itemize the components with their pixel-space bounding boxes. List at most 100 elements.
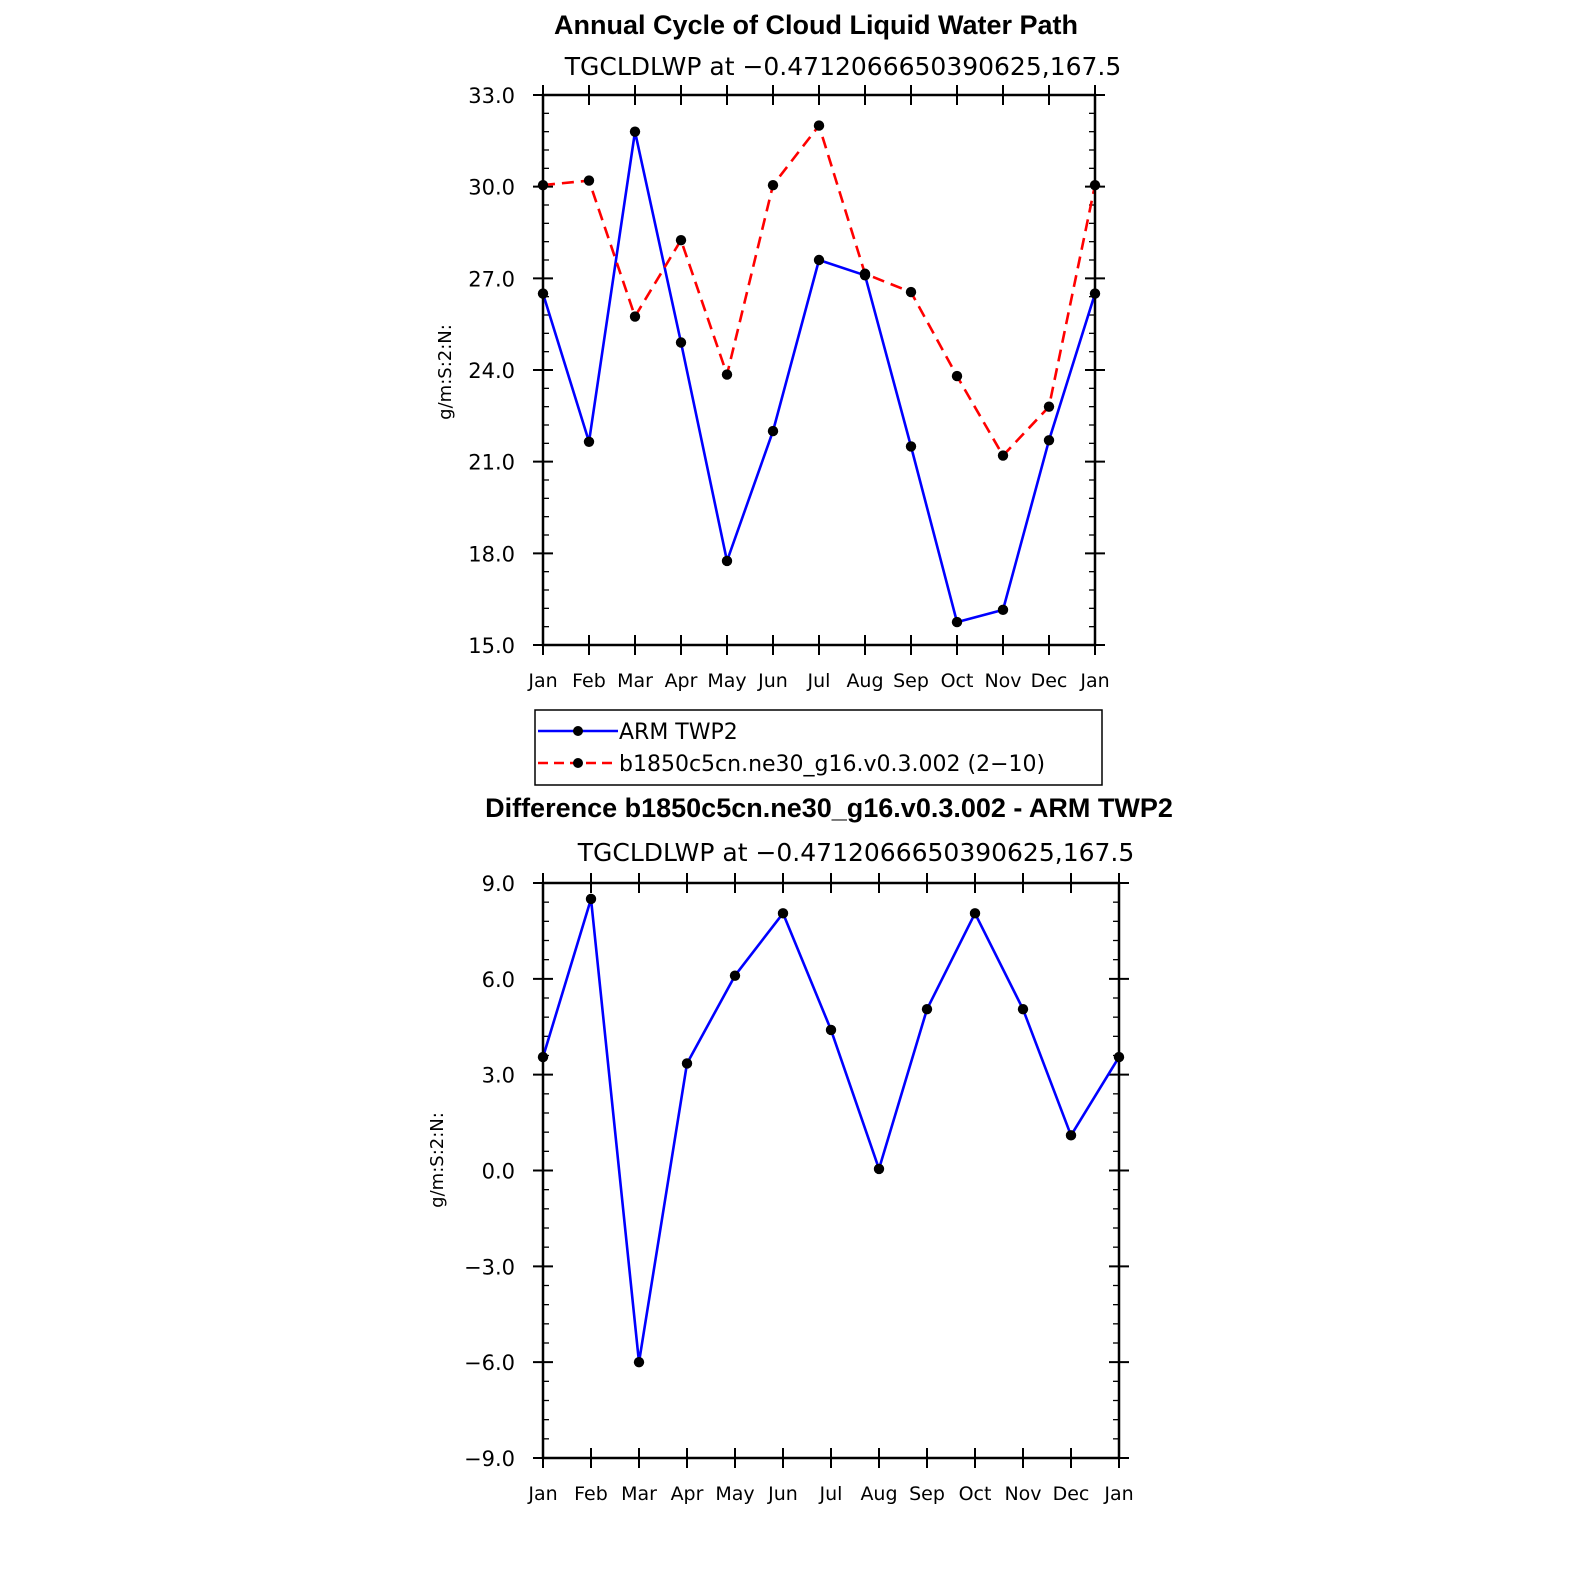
top-series-1-point xyxy=(905,286,917,298)
bottom-y-tick-labels: −9.0 −6.0 −3.0 0.0 3.0 6.0 9.0 xyxy=(464,872,515,1471)
top-series-1-line xyxy=(542,124,1097,457)
bottom-x-tick-label: Jan xyxy=(1103,1483,1133,1505)
legend-swatch-marker xyxy=(573,758,583,768)
bottom-series-0-point xyxy=(777,908,789,919)
top-plot-frame xyxy=(541,93,1097,647)
bottom-y-tick-label: −3.0 xyxy=(464,1255,515,1279)
bottom-axis-ticks xyxy=(533,873,1129,1468)
bottom-x-tick-label: May xyxy=(715,1483,754,1505)
top-series-1-point xyxy=(997,450,1009,461)
bottom-plot-frame xyxy=(541,881,1121,1460)
bottom-y-tick-label: −6.0 xyxy=(464,1351,515,1375)
bottom-y-tick-label: 9.0 xyxy=(482,872,515,896)
top-x-tick-labels: Jan Feb Mar Apr May Jun Jul Aug Sep Oct Nov Dec Jan xyxy=(527,670,1109,692)
top-series-1-point xyxy=(951,370,963,382)
top-series-0-point xyxy=(951,616,963,628)
top-y-tick-label: 15.0 xyxy=(468,634,515,658)
top-series-0-point xyxy=(721,555,733,567)
top-series-1-point xyxy=(767,179,779,191)
bottom-x-tick-label: Mar xyxy=(621,1483,657,1505)
top-x-tick-label: Dec xyxy=(1031,670,1068,692)
bottom-series-0-point xyxy=(873,1163,885,1175)
top-y-tick-label: 33.0 xyxy=(468,84,515,108)
legend-label-model: b1850c5cn.ne30_g16.v0.3.002 (2−10) xyxy=(619,752,1045,777)
top-series-1-point xyxy=(629,311,641,322)
top-y-axis-label: g/m:S:2:N: xyxy=(435,324,456,420)
top-series-0-point xyxy=(675,337,687,348)
legend-box xyxy=(534,709,1103,786)
top-y-tick-label: 24.0 xyxy=(468,359,515,383)
bottom-x-tick-label: Aug xyxy=(860,1483,897,1505)
bottom-x-tick-labels: Jan Feb Mar Apr May Jun Jul Aug Sep Oct Nov Dec Jan xyxy=(527,1483,1133,1505)
top-x-tick-label: Aug xyxy=(846,670,883,692)
top-x-tick-label: Mar xyxy=(617,670,653,692)
bottom-series-group xyxy=(537,893,1125,1368)
annual-cycle-panel: Annual Cycle of Cloud Liquid Water Path … xyxy=(435,10,1121,692)
bottom-series-0-point xyxy=(633,1356,645,1368)
bottom-x-tick-label: Jul xyxy=(819,1483,843,1505)
bottom-y-tick-label: 3.0 xyxy=(482,1064,515,1088)
bottom-chart-subtitle: TGCLDLWP at −0.4712066650390625,167.5 xyxy=(577,838,1135,867)
top-series-0-line xyxy=(541,130,1097,624)
difference-panel: Difference b1850c5cn.ne30_g16.v0.3.002 -… xyxy=(427,793,1173,1505)
top-x-tick-label: Apr xyxy=(665,670,698,692)
bottom-y-tick-label: 0.0 xyxy=(482,1160,515,1184)
top-series-1-point xyxy=(1043,401,1055,412)
bottom-x-tick-label: Dec xyxy=(1053,1483,1090,1505)
top-y-tick-label: 30.0 xyxy=(468,176,515,200)
bottom-series-0-point xyxy=(969,908,981,919)
bottom-series-0-point xyxy=(729,970,741,981)
top-y-tick-label: 27.0 xyxy=(468,267,515,291)
top-series-1-point xyxy=(583,175,595,186)
top-series-group xyxy=(537,120,1101,628)
top-x-tick-label: Nov xyxy=(984,670,1021,692)
top-series-0-point xyxy=(583,436,595,448)
bottom-y-tick-label: −9.0 xyxy=(464,1447,515,1471)
bottom-series-0-point xyxy=(681,1058,693,1069)
top-x-tick-label: Sep xyxy=(893,670,929,692)
top-x-tick-label: Jul xyxy=(807,670,831,692)
top-series-0-point xyxy=(1043,435,1055,446)
legend: ARM TWP2 b1850c5cn.ne30_g16.v0.3.002 (2−… xyxy=(534,709,1103,786)
bottom-chart-title: Difference b1850c5cn.ne30_g16.v0.3.002 -… xyxy=(485,793,1173,823)
top-x-tick-label: Oct xyxy=(941,670,974,692)
bottom-x-tick-label: Apr xyxy=(671,1483,704,1505)
bottom-x-tick-label: Oct xyxy=(959,1483,992,1505)
top-y-tick-label: 21.0 xyxy=(468,451,515,475)
top-y-tick-labels: 15.0 18.0 21.0 24.0 27.0 30.0 33.0 xyxy=(468,84,515,658)
top-x-tick-label: May xyxy=(707,670,746,692)
top-axis-ticks xyxy=(533,85,1105,655)
top-series-0-point xyxy=(997,604,1009,616)
bottom-series-0-point xyxy=(585,893,597,905)
bottom-x-tick-label: Feb xyxy=(574,1483,608,1505)
bottom-x-tick-label: Sep xyxy=(909,1483,945,1505)
bottom-x-tick-label: Nov xyxy=(1004,1483,1041,1505)
legend-entry-arm-twp2: ARM TWP2 xyxy=(538,720,738,745)
top-x-tick-label: Jan xyxy=(1079,670,1109,692)
top-x-tick-label: Jan xyxy=(527,670,557,692)
legend-label-arm-twp2: ARM TWP2 xyxy=(619,720,738,745)
bottom-x-tick-label: Jan xyxy=(527,1483,557,1505)
top-y-tick-label: 18.0 xyxy=(468,542,515,566)
bottom-series-0-point xyxy=(921,1003,933,1015)
legend-swatch-marker xyxy=(573,726,583,736)
top-chart-title: Annual Cycle of Cloud Liquid Water Path xyxy=(554,10,1078,40)
top-series-0-point xyxy=(813,254,825,266)
top-series-0-point xyxy=(905,441,917,452)
bottom-series-0-point xyxy=(1017,1003,1029,1015)
bottom-x-tick-label: Jun xyxy=(767,1483,798,1505)
top-series-1-point xyxy=(721,369,733,380)
bottom-series-0-point xyxy=(825,1024,837,1036)
top-x-tick-label: Jun xyxy=(757,670,788,692)
top-series-0-point xyxy=(629,126,641,137)
top-chart-subtitle: TGCLDLWP at −0.4712066650390625,167.5 xyxy=(564,52,1122,81)
top-series-1-point xyxy=(675,234,687,246)
top-series-1-point xyxy=(813,120,825,131)
top-x-tick-label: Feb xyxy=(572,670,606,692)
top-series-1-point xyxy=(859,268,871,279)
bottom-series-0-line xyxy=(541,897,1121,1364)
bottom-series-0-point xyxy=(1065,1130,1077,1141)
bottom-y-tick-label: 6.0 xyxy=(482,968,515,992)
top-series-0-point xyxy=(767,425,779,437)
